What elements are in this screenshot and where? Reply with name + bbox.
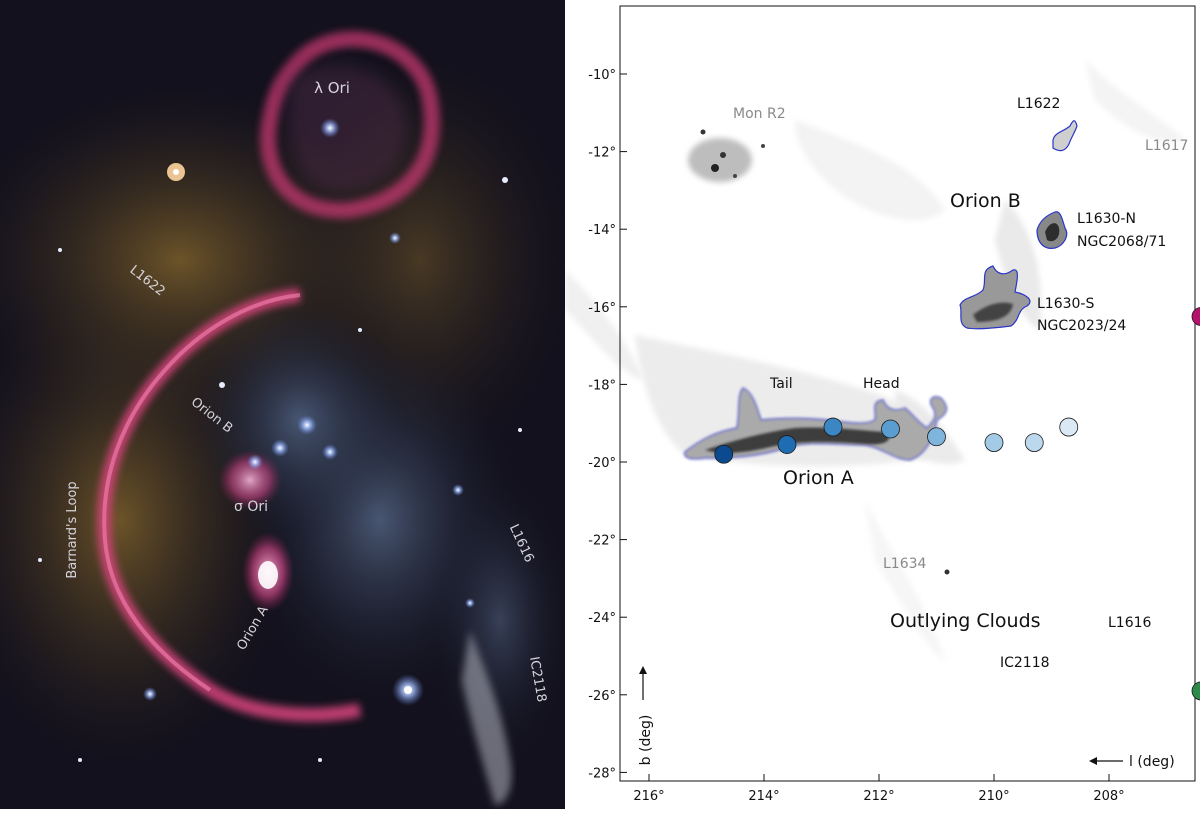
label-l1630n: L1630-N — [1077, 211, 1136, 227]
orion-photo-panel: λ Ori L1622 Orion B σ Ori Barnard's Loop… — [0, 0, 565, 809]
l1630n-cloud — [1036, 211, 1068, 249]
cloud-marker-l1630-s — [1191, 307, 1200, 326]
l-axis-arrow — [1089, 757, 1123, 765]
y-tick-label: -22° — [588, 534, 616, 549]
y-tick-label: -12° — [588, 146, 616, 161]
cloud-marker-ic2118 — [1191, 681, 1200, 701]
label-l1616: L1616 — [1108, 615, 1152, 631]
label-l1622: L1622 — [1017, 96, 1060, 112]
y-tick-label: -20° — [588, 456, 616, 471]
y-tick-label: -16° — [588, 301, 616, 316]
x-tick-label: 208° — [1093, 789, 1124, 804]
ylabel: b (deg) — [638, 715, 654, 766]
label-l1617: L1617 — [1145, 138, 1188, 154]
cloud-markers — [714, 307, 1200, 701]
x-tick-label: 216° — [633, 789, 664, 804]
cloud-marker-orion-a-6 — [984, 433, 1004, 453]
y-tick-label: -18° — [588, 378, 616, 393]
xlabel: l (deg) — [1129, 754, 1175, 770]
diffuse-dust — [565, 60, 1185, 660]
label-l1630s: L1630-S — [1037, 296, 1094, 312]
b-axis-arrow — [639, 666, 647, 700]
l1622-cloud — [1052, 120, 1078, 152]
photo-label-barnards-loop: Barnard's Loop — [65, 481, 80, 578]
l1634-cloud — [944, 569, 950, 575]
x-tick-label: 210° — [978, 789, 1009, 804]
y-tick-label: -24° — [588, 611, 616, 626]
x-tick-label: 212° — [863, 789, 894, 804]
cloud-marker-orion-a-8 — [1059, 417, 1079, 437]
label-ngc2068: NGC2068/71 — [1077, 234, 1166, 250]
orion-photo: λ Ori L1622 Orion B σ Ori Barnard's Loop… — [0, 0, 565, 809]
extinction-map: 216°214°212°210°208°206°204°202°-10°-12°… — [565, 5, 1200, 804]
y-tick-label: -26° — [588, 689, 616, 704]
y-tick-label: -14° — [588, 223, 616, 238]
label-mon-r2: Mon R2 — [733, 106, 786, 122]
label-outlying-clouds: Outlying Clouds — [890, 610, 1041, 632]
axis-ticks: 216°214°212°210°208°206°204°202°-10°-12°… — [588, 68, 1124, 804]
label-ngc2023: NGC2023/24 — [1037, 318, 1126, 334]
label-ic2118: IC2118 — [1000, 655, 1050, 671]
extinction-map-panel: 216°214°212°210°208°206°204°202°-10°-12°… — [565, 0, 1200, 809]
orion-a-cloud — [684, 387, 948, 461]
label-orion-b: Orion B — [950, 190, 1021, 212]
mon-r2-cloud — [688, 129, 765, 182]
cloud-marker-orion-a-5 — [927, 427, 946, 447]
y-tick-label: -28° — [588, 766, 616, 781]
label-orion-a: Orion A — [783, 467, 854, 489]
cloud-marker-orion-a-2 — [777, 435, 797, 454]
y-tick-label: -10° — [588, 68, 616, 83]
cloud-marker-orion-a-1 — [714, 444, 734, 464]
x-tick-label: 214° — [748, 789, 779, 804]
cloud-marker-orion-a-3 — [823, 417, 843, 437]
photo-label-lambda-ori: λ Ori — [314, 79, 350, 97]
label-tail: Tail — [769, 376, 793, 392]
plot-frame — [619, 5, 1196, 782]
l1630s-cloud — [959, 265, 1031, 330]
label-head: Head — [863, 376, 900, 392]
cloud-marker-orion-a-7 — [1024, 433, 1044, 453]
cloud-marker-orion-a-4 — [881, 419, 900, 439]
label-l1634: L1634 — [883, 556, 927, 572]
photo-label-sigma-ori: σ Ori — [234, 499, 268, 515]
